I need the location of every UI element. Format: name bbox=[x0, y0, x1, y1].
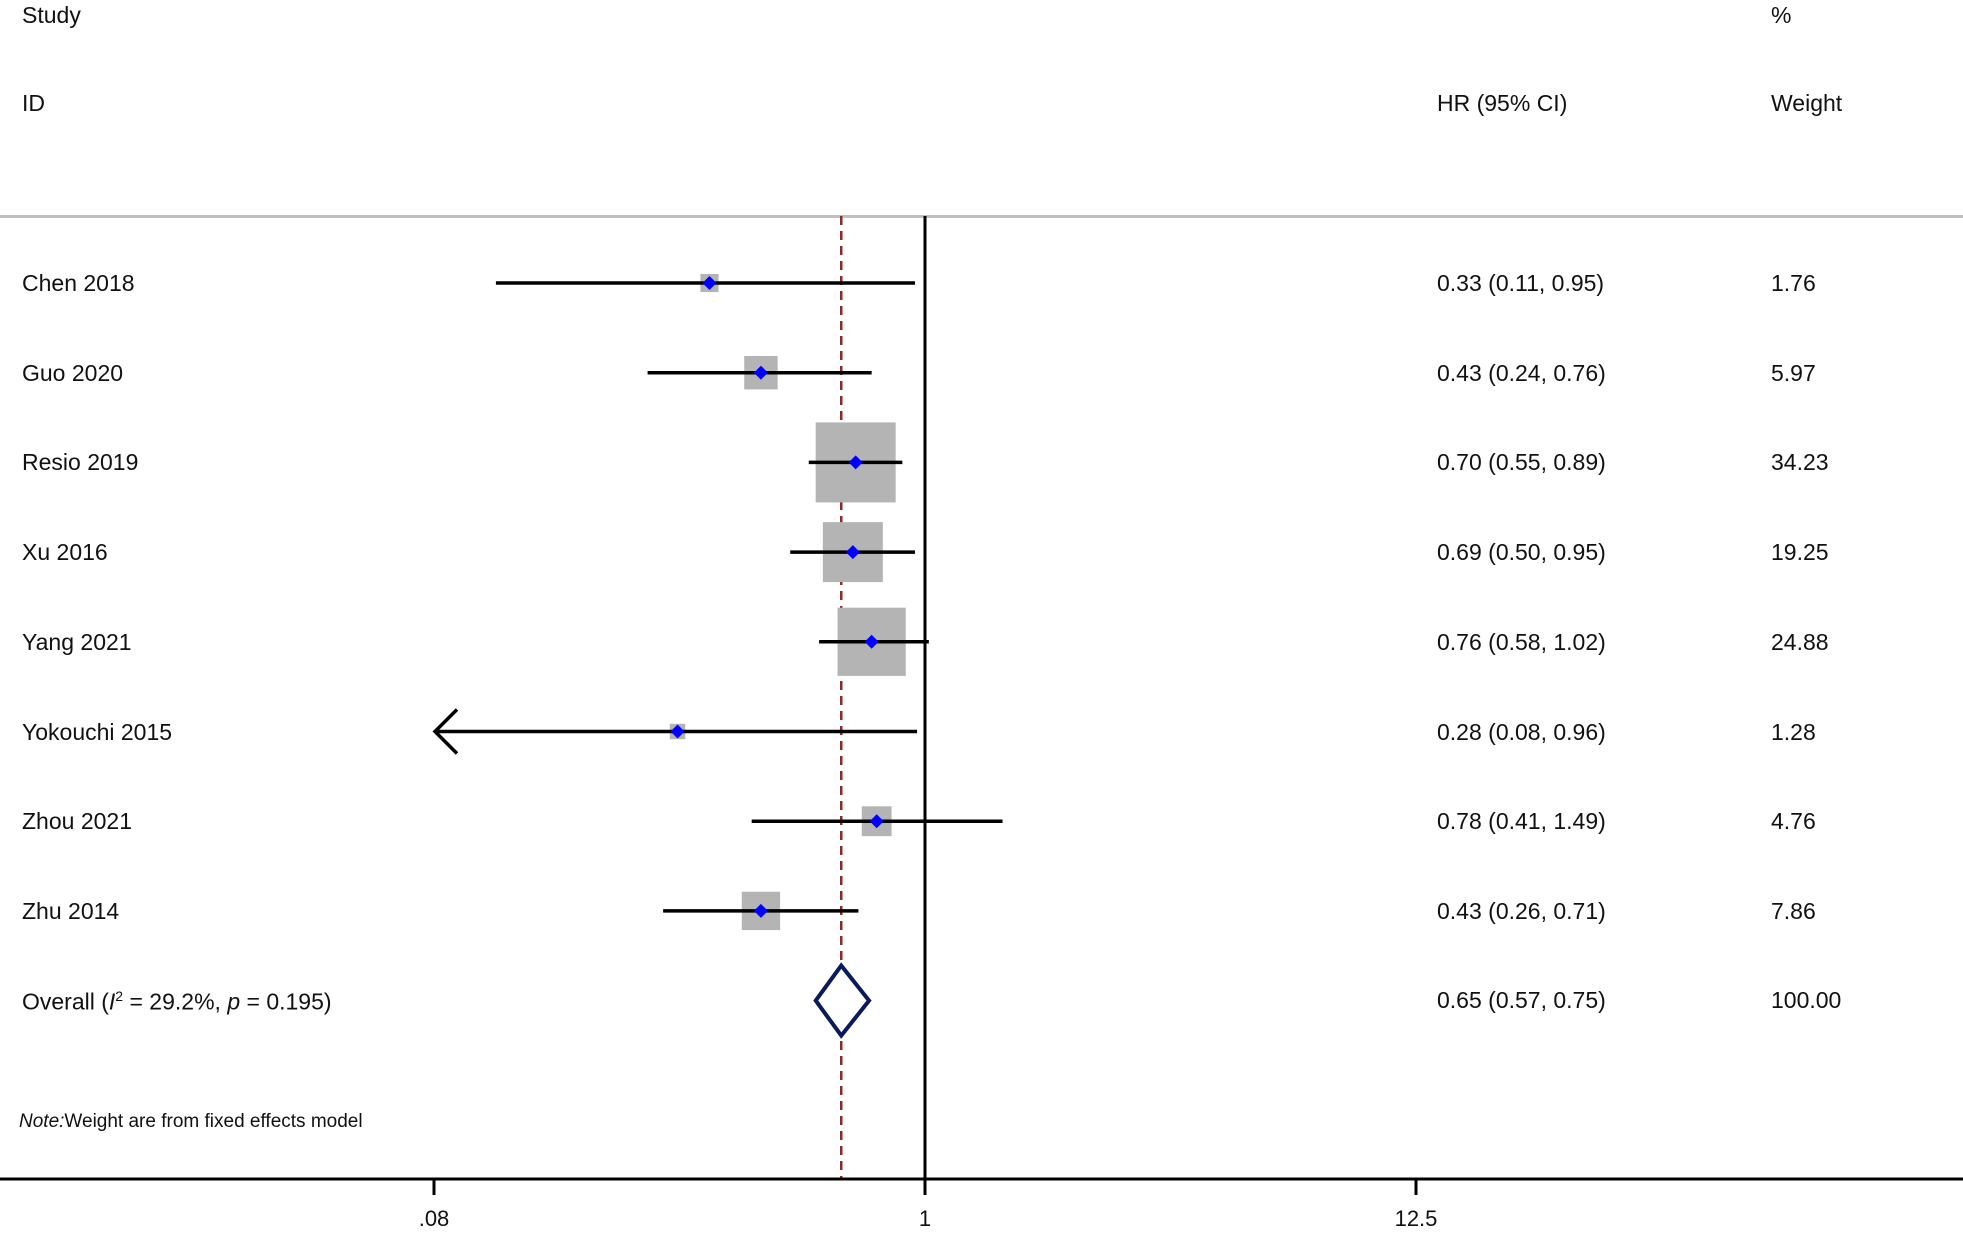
footnote-prefix: Note: bbox=[19, 1111, 65, 1132]
point-estimate bbox=[753, 365, 768, 380]
i2-superscript: 2 bbox=[115, 988, 124, 1004]
study-weight: 4.76 bbox=[1771, 808, 1816, 834]
footnote-text: Weight are from fixed effects model bbox=[64, 1111, 363, 1132]
point-estimate bbox=[753, 903, 768, 918]
study-weight: 19.25 bbox=[1771, 539, 1829, 565]
study-hr-ci: 0.43 (0.26, 0.71) bbox=[1437, 898, 1606, 924]
p-value: = 0.195) bbox=[240, 988, 332, 1015]
study-weight: 34.23 bbox=[1771, 449, 1829, 475]
ci-truncation-arrow bbox=[432, 708, 459, 755]
p-symbol: p bbox=[227, 988, 241, 1015]
study-hr-ci: 0.70 (0.55, 0.89) bbox=[1437, 449, 1606, 475]
point-estimate bbox=[670, 724, 685, 739]
overall-prefix: Overall ( bbox=[22, 988, 109, 1015]
study-label: Yokouchi 2015 bbox=[22, 719, 173, 745]
x-tick-label: .08 bbox=[419, 1206, 450, 1231]
point-estimate bbox=[864, 634, 879, 649]
study-label: Zhu 2014 bbox=[22, 898, 120, 924]
overall-hr: 0.65 (0.57, 0.75) bbox=[1437, 987, 1606, 1013]
point-estimate bbox=[845, 545, 860, 560]
study-hr-ci: 0.28 (0.08, 0.96) bbox=[1437, 719, 1606, 745]
study-label: Guo 2020 bbox=[22, 360, 124, 386]
x-tick-label: 1 bbox=[919, 1206, 931, 1231]
header-id: ID bbox=[22, 90, 45, 116]
point-estimate bbox=[702, 276, 717, 290]
x-tick-label: 12.5 bbox=[1395, 1206, 1438, 1231]
overall-weight: 100.00 bbox=[1771, 987, 1842, 1013]
footnote: Note:Weight are from fixed effects model bbox=[19, 1112, 363, 1131]
study-weight: 5.97 bbox=[1771, 360, 1816, 386]
point-estimate bbox=[848, 455, 863, 470]
header-separator bbox=[0, 215, 1963, 218]
study-weight: 1.28 bbox=[1771, 719, 1816, 745]
study-weight: 24.88 bbox=[1771, 629, 1829, 655]
study-weight: 1.76 bbox=[1771, 270, 1816, 296]
study-weight: 7.86 bbox=[1771, 898, 1816, 924]
point-estimate bbox=[869, 814, 884, 829]
i2-symbol: I bbox=[108, 988, 116, 1015]
header-hr: HR (95% CI) bbox=[1437, 90, 1568, 116]
i2-value: = 29.2%, bbox=[123, 988, 228, 1015]
study-hr-ci: 0.78 (0.41, 1.49) bbox=[1437, 808, 1606, 834]
study-label: Xu 2016 bbox=[22, 539, 108, 565]
study-label: Yang 2021 bbox=[22, 629, 132, 655]
header-weight: Weight bbox=[1771, 90, 1843, 116]
study-hr-ci: 0.69 (0.50, 0.95) bbox=[1437, 539, 1606, 565]
study-hr-ci: 0.43 (0.24, 0.76) bbox=[1437, 360, 1606, 386]
study-label: Chen 2018 bbox=[22, 270, 135, 296]
header-study: Study bbox=[22, 2, 81, 28]
header-percent: % bbox=[1771, 2, 1792, 28]
study-label: Zhou 2021 bbox=[22, 808, 132, 834]
study-hr-ci: 0.33 (0.11, 0.95) bbox=[1437, 270, 1605, 296]
study-hr-ci: 0.76 (0.58, 1.02) bbox=[1437, 629, 1606, 655]
overall-diamond bbox=[813, 962, 872, 1039]
study-label: Resio 2019 bbox=[22, 449, 139, 475]
overall-label: Overall (I2 = 29.2%, p = 0.195) bbox=[22, 989, 332, 1014]
